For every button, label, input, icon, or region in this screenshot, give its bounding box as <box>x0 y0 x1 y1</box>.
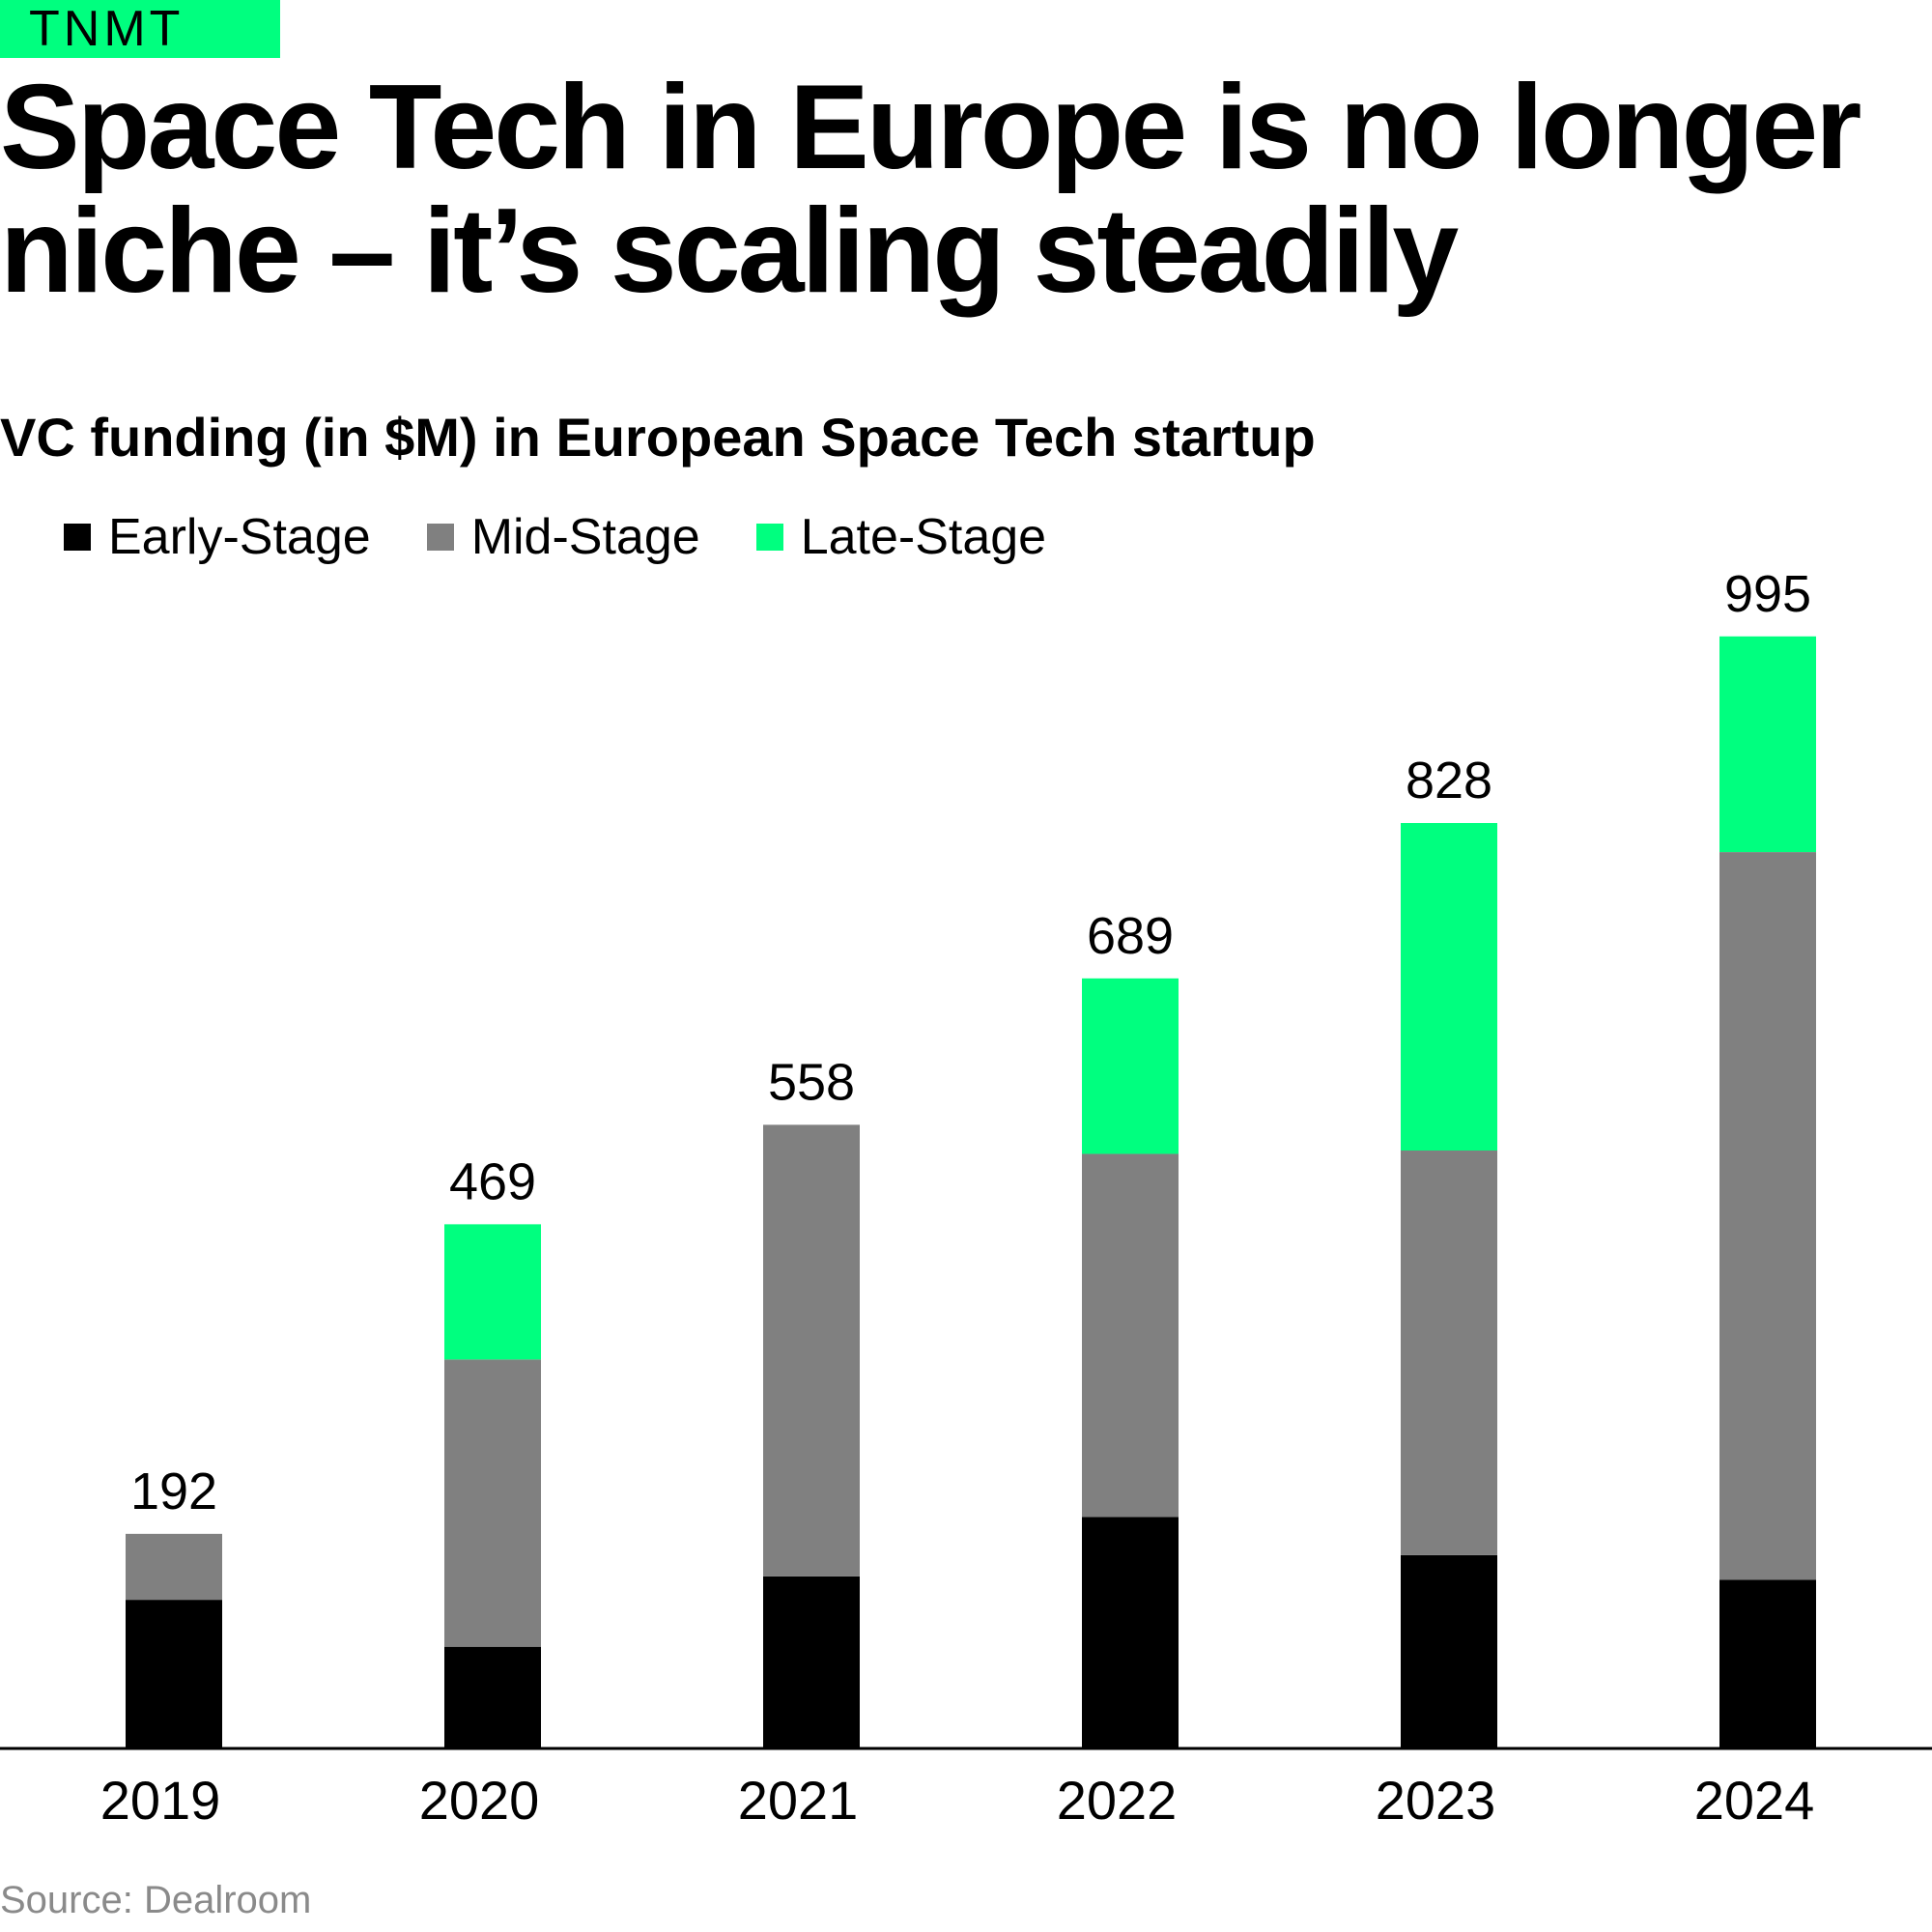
source-note: Source: Dealroom <box>0 1879 312 1921</box>
bar-segment-mid-stage-2021 <box>763 1124 860 1577</box>
brand-badge: TNMT <box>0 0 280 58</box>
legend-swatch <box>426 524 454 551</box>
bar-segment-mid-stage-2020 <box>444 1359 541 1647</box>
x-tick-label: 2021 <box>738 1770 859 1831</box>
bar-segment-mid-stage-2023 <box>1401 1151 1497 1555</box>
bar-total-label: 469 <box>449 1152 536 1210</box>
headline: Space Tech in Europe is no longer niche … <box>0 61 1861 318</box>
x-tick-label: 2020 <box>419 1770 540 1831</box>
bar-segment-early-stage-2024 <box>1719 1579 1816 1748</box>
x-tick-label: 2022 <box>1057 1770 1178 1831</box>
legend-swatch <box>755 524 783 551</box>
chart-legend: Early-Stage Mid-Stage Late-Stage <box>64 508 1046 566</box>
bar-segment-late-stage-2022 <box>1082 978 1179 1154</box>
chart-title: VC funding (in $M) in European Space Tec… <box>0 407 1316 468</box>
brand-logo-text: TNMT <box>29 1 185 57</box>
bar-segment-early-stage-2023 <box>1401 1554 1497 1748</box>
legend-item-mid-stage: Mid-Stage <box>426 508 700 566</box>
bar-total-label: 558 <box>768 1053 855 1111</box>
bar-segment-mid-stage-2022 <box>1082 1153 1179 1518</box>
bar-segment-late-stage-2024 <box>1719 636 1816 853</box>
x-tick-label: 2023 <box>1376 1770 1496 1831</box>
bar-segment-late-stage-2020 <box>444 1224 541 1360</box>
bar-segment-early-stage-2021 <box>763 1576 860 1748</box>
bar-total-label: 995 <box>1724 565 1811 623</box>
stacked-bar-chart: 192 2019 469 2020 558 2021 689 2022 828 2023 995 20… <box>0 565 1932 1831</box>
legend-label: Early-Stage <box>108 509 371 565</box>
x-tick-label: 2019 <box>100 1770 221 1831</box>
bar-segment-mid-stage-2019 <box>126 1533 222 1601</box>
bar-total-label: 192 <box>130 1463 217 1520</box>
x-tick-label: 2024 <box>1694 1770 1815 1831</box>
bar-segment-early-stage-2022 <box>1082 1517 1179 1748</box>
legend-label: Late-Stage <box>800 509 1047 565</box>
bar-segment-early-stage-2020 <box>444 1646 541 1748</box>
legend-label: Mid-Stage <box>470 509 700 565</box>
legend-swatch <box>64 524 91 551</box>
bar-total-label: 689 <box>1087 907 1174 965</box>
bar-segment-early-stage-2019 <box>126 1600 222 1748</box>
bar-segment-mid-stage-2024 <box>1719 852 1816 1580</box>
legend-item-early-stage: Early-Stage <box>64 508 371 566</box>
legend-item-late-stage: Late-Stage <box>755 508 1047 566</box>
bar-total-label: 828 <box>1406 752 1492 810</box>
bar-segment-late-stage-2023 <box>1401 823 1497 1151</box>
